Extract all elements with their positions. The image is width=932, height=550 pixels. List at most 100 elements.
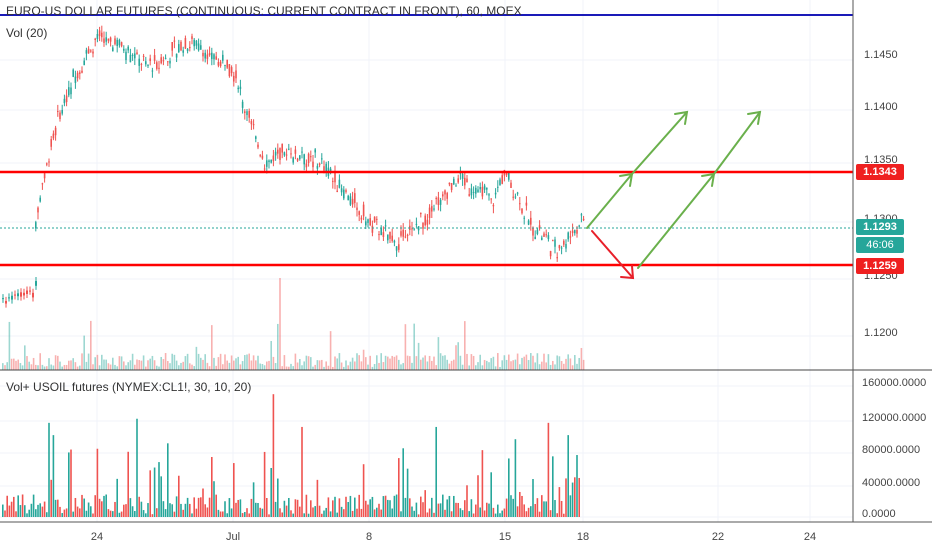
oil-volume-bar	[259, 507, 261, 517]
candle-body	[472, 191, 475, 193]
candle-body	[373, 216, 376, 223]
volume-bar	[288, 366, 290, 370]
oil-volume-bar	[153, 467, 156, 517]
oil-volume-bar	[292, 513, 294, 517]
oil-volume-bar	[312, 507, 314, 517]
candle-body	[439, 199, 442, 205]
candle-body	[17, 293, 19, 297]
oil-volume-bar	[296, 499, 299, 517]
oil-volume-bar	[530, 506, 532, 517]
volume-bar	[153, 360, 156, 370]
chart-title[interactable]: EURO-US DOLLAR FUTURES (CONTINUOUS: CURR…	[6, 4, 522, 18]
oil-volume-bar	[15, 511, 17, 517]
oil-volume-bar	[301, 426, 303, 517]
candle-body	[369, 218, 371, 226]
candle-body	[182, 50, 184, 53]
oil-volume-bar	[527, 507, 530, 517]
volume-bar	[48, 358, 50, 370]
candle-body	[552, 240, 554, 242]
volume-bar	[503, 355, 506, 370]
candle-body	[360, 217, 363, 220]
candle-body	[499, 179, 501, 186]
volume-bar	[437, 337, 440, 370]
oil-volume-bar	[145, 513, 147, 517]
volume-bar	[13, 358, 15, 370]
volume-bar	[479, 354, 481, 370]
oil-volume-bar	[2, 504, 4, 517]
oil-volume-bar	[457, 502, 459, 517]
volume-axis[interactable]: 160000.0000 120000.0000 80000.0000 40000…	[862, 377, 926, 520]
oil-volume-bar	[347, 502, 349, 517]
oil-volume-bar	[131, 506, 134, 517]
volume-bar	[321, 359, 323, 370]
volume-bar	[301, 365, 303, 370]
oil-volume-bar	[294, 499, 297, 517]
candle-body	[105, 37, 107, 42]
candle-body	[402, 229, 404, 237]
candle-body	[268, 160, 270, 163]
price-axis[interactable]: 1.1450 1.1400 1.1350 1.1300 1.1250 1.120…	[864, 49, 898, 339]
oil-volume-bar	[367, 504, 369, 517]
candle-body	[398, 244, 400, 250]
candle-body	[565, 243, 567, 249]
arrow-down	[591, 230, 634, 279]
volume-bar	[226, 360, 228, 370]
oil-volume-bar	[230, 508, 233, 517]
oil-volume-indicator-label[interactable]: Vol+ USOIL futures (NYMEX:CL1!, 30, 10, …	[6, 380, 252, 394]
oil-volume-bar	[461, 510, 464, 517]
oil-volume-bar	[549, 510, 552, 517]
candle-body	[338, 179, 341, 188]
time-tick: 15	[499, 531, 511, 543]
candle-body	[158, 67, 160, 69]
oil-volume-bar	[246, 508, 248, 517]
volume-bar	[197, 353, 200, 370]
time-axis[interactable]: 24 Jul 8 15 18 22 24	[91, 531, 816, 543]
oil-volume-bar	[334, 496, 336, 517]
oil-volume-bar	[389, 500, 391, 517]
volume-bar	[521, 357, 523, 370]
candle-body	[479, 186, 481, 190]
candle-body	[160, 57, 162, 64]
oil-volume-bar	[83, 498, 85, 517]
candle-body	[303, 154, 305, 165]
oil-volume-bar	[184, 503, 187, 517]
volume-bar	[360, 361, 363, 370]
volume-bar	[21, 365, 24, 370]
volume-bar	[127, 362, 129, 370]
oil-volume-bar	[437, 503, 440, 517]
candle-body	[85, 50, 88, 54]
oil-volume-bar	[63, 509, 66, 517]
candle-body	[384, 225, 387, 227]
candle-body	[239, 86, 242, 90]
volume-bar	[252, 355, 255, 370]
oil-volume-bar	[266, 498, 268, 517]
candle-body	[136, 52, 138, 55]
candle-body	[208, 53, 211, 56]
volume-bar	[336, 358, 338, 370]
candle-body	[389, 231, 391, 239]
volume-bar	[380, 353, 382, 370]
volume-bar	[420, 359, 422, 370]
candle-body	[380, 227, 382, 236]
volume-bar	[455, 345, 457, 370]
oil-volume-bar	[263, 451, 266, 517]
oil-volume-bar	[387, 499, 389, 517]
oil-volume-bar	[411, 506, 413, 517]
volume-bar	[490, 358, 492, 370]
volume-bar	[272, 356, 275, 370]
candle-body	[189, 46, 191, 49]
oil-volume-bar	[464, 500, 466, 517]
volume-bar	[554, 364, 556, 370]
volume-bar	[103, 359, 105, 370]
volume-indicator-label[interactable]: Vol (20)	[6, 26, 48, 40]
arrow-up-3	[637, 173, 715, 269]
candle-body	[536, 229, 539, 234]
oil-volume-bar	[468, 511, 470, 517]
volume-bar	[211, 325, 213, 370]
candle-body	[145, 61, 147, 65]
oil-volume-bar	[472, 513, 475, 517]
forecast-arrows[interactable]	[586, 110, 762, 280]
candle-body	[72, 69, 74, 77]
volume-bar	[393, 356, 396, 370]
